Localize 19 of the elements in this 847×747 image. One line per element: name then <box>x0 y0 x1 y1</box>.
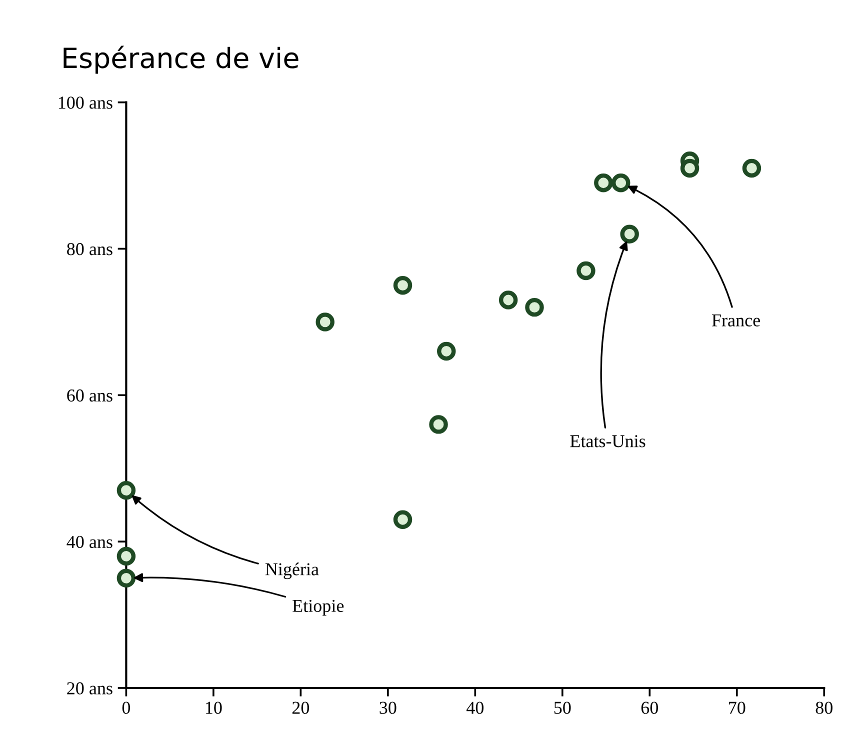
x-tick-label: 50 <box>554 702 571 714</box>
annotation: Etiopie <box>292 600 344 616</box>
x-tick-label: 60 <box>641 702 658 714</box>
x-tick-label: 80 <box>816 702 832 714</box>
y-tick-label: 80 ans <box>67 243 112 256</box>
x-tick-label: 40 <box>466 702 484 714</box>
y-tick-label: 100 ans <box>58 96 112 109</box>
y-tick-label: 20 ans <box>67 682 112 694</box>
x-tick-label: 20 <box>292 702 310 714</box>
x-tick-label: 30 <box>380 702 396 714</box>
annotation: Etats-Unis <box>570 435 646 448</box>
x-tick-label: 70 <box>729 702 746 714</box>
x-tick-label: 10 <box>206 702 222 714</box>
y-tick-label: 40 ans <box>66 536 112 548</box>
chart-title: Espérance de vie <box>64 46 298 74</box>
annotation: Nigéria <box>265 562 319 580</box>
annotation: France <box>712 314 760 326</box>
x-tick-label: 0 <box>122 702 130 714</box>
y-tick-label: 60 ans <box>67 389 112 402</box>
